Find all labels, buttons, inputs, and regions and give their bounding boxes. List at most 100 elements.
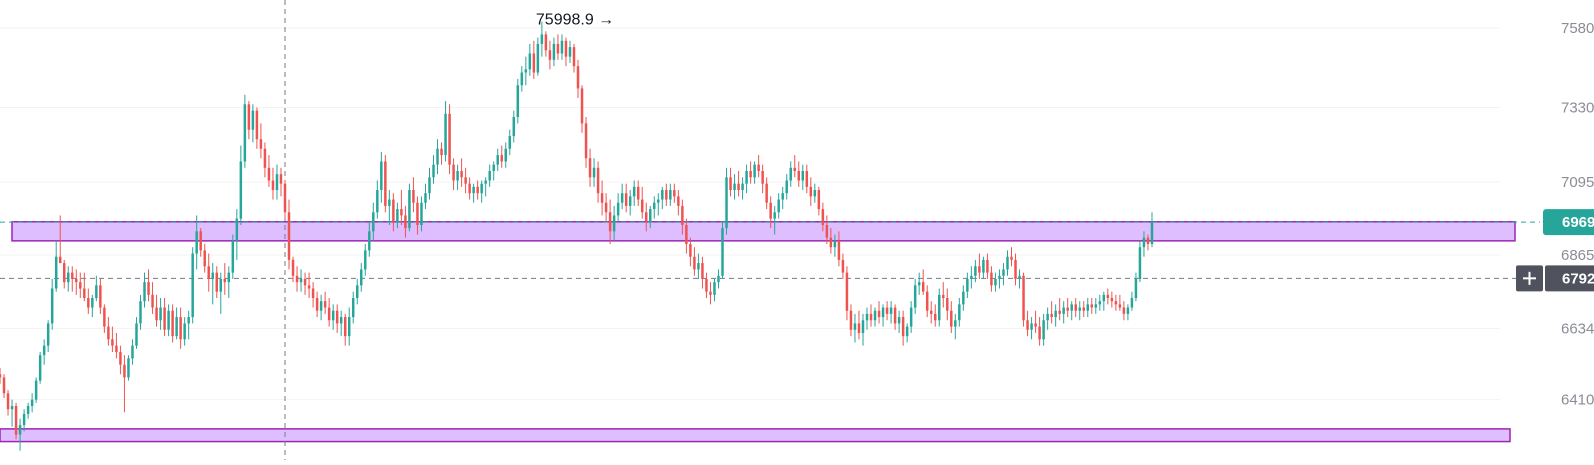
candle-body — [95, 285, 97, 298]
candle — [561, 34, 563, 59]
candle-body — [312, 288, 314, 298]
candle-body — [545, 34, 547, 50]
candle-body — [115, 346, 117, 352]
candle-body — [577, 66, 579, 88]
support-resistance-zone[interactable] — [0, 429, 1510, 442]
candle-body — [372, 212, 374, 231]
candle — [340, 311, 342, 336]
candle-body — [83, 288, 85, 298]
candle-body — [641, 200, 643, 213]
candle-body — [412, 190, 414, 203]
candle — [300, 269, 302, 291]
candle-body — [1018, 276, 1020, 279]
candle-body — [886, 308, 888, 314]
candle-body — [468, 184, 470, 194]
candle-body — [1050, 314, 1052, 317]
candle — [862, 314, 864, 346]
candle-body — [131, 346, 133, 359]
candle-body — [1139, 247, 1141, 279]
candle — [384, 155, 386, 212]
candle-body — [23, 414, 25, 425]
candle-body — [456, 171, 458, 181]
candle-body — [139, 301, 141, 323]
candle-body — [500, 155, 502, 161]
candle-body — [300, 279, 302, 282]
candle-body — [296, 276, 298, 282]
candle — [521, 66, 523, 91]
candle — [147, 269, 149, 301]
candle-body — [962, 292, 964, 305]
candle — [1099, 295, 1101, 311]
candle-body — [1103, 295, 1105, 301]
candle-body — [260, 139, 262, 149]
candle — [99, 279, 101, 314]
candle-body — [930, 311, 932, 314]
candle — [228, 266, 230, 298]
candle-body — [798, 171, 800, 181]
candle — [276, 165, 278, 200]
candle — [781, 187, 783, 209]
candle-body — [745, 171, 747, 184]
candle — [1006, 250, 1008, 275]
candle — [35, 377, 37, 402]
candle — [641, 187, 643, 219]
candle-body — [155, 308, 157, 321]
candle-body — [781, 193, 783, 199]
candle-body — [810, 187, 812, 197]
candle-body — [938, 295, 940, 320]
candle-body — [31, 400, 33, 406]
candle-body — [195, 231, 197, 253]
candle-body — [717, 276, 719, 282]
candle — [224, 263, 226, 295]
candle — [794, 155, 796, 177]
candle — [488, 165, 490, 187]
candle — [814, 184, 816, 203]
candle-body — [1119, 304, 1121, 307]
candle — [617, 193, 619, 222]
candle-body — [388, 200, 390, 206]
candle — [352, 292, 354, 324]
candle-body — [765, 184, 767, 203]
candle — [240, 146, 242, 225]
candle-body — [637, 187, 639, 200]
candle — [376, 181, 378, 219]
candle-body — [3, 377, 5, 393]
candle — [653, 196, 655, 218]
candle — [717, 269, 719, 288]
candle — [364, 244, 366, 276]
candle-body — [850, 311, 852, 330]
candle-body — [264, 149, 266, 168]
candle — [119, 346, 121, 375]
candle-body — [107, 327, 109, 340]
candle — [75, 269, 77, 294]
candle — [236, 209, 238, 260]
candle — [159, 298, 161, 330]
candle — [456, 165, 458, 190]
candle-body — [428, 177, 430, 193]
candle — [476, 181, 478, 200]
price-tick-label: 7580 — [1561, 20, 1594, 37]
candle-body — [1010, 257, 1012, 260]
candle-body — [484, 181, 486, 184]
candle — [505, 142, 507, 167]
candle-body — [942, 295, 944, 298]
candle-body — [725, 177, 727, 228]
candle — [597, 161, 599, 202]
candle-body — [681, 206, 683, 225]
candle — [187, 311, 189, 340]
candle-body — [220, 279, 222, 292]
candle — [360, 263, 362, 292]
candle — [1014, 254, 1016, 286]
candle — [15, 403, 17, 440]
candle-body — [890, 308, 892, 314]
add-alert-plus-button[interactable] — [1516, 265, 1543, 291]
candle-body — [549, 50, 551, 60]
candle — [388, 190, 390, 225]
candle — [424, 184, 426, 209]
current-price-label: 6969 — [1562, 214, 1594, 231]
candle-body — [1070, 304, 1072, 310]
candle-body — [1107, 295, 1109, 298]
candle — [846, 266, 848, 320]
